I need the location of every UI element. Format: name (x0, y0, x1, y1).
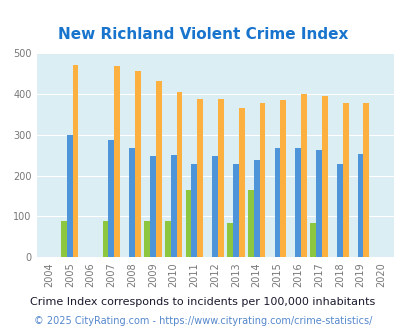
Bar (217, 99, 223, 257)
Text: © 2025 CityRating.com - https://www.cityrating.com/crime-statistics/: © 2025 CityRating.com - https://www.city… (34, 316, 371, 326)
Bar (321, 96, 327, 257)
Bar (191, 164, 197, 257)
Bar (238, 108, 244, 257)
Bar (336, 164, 342, 257)
Bar (280, 100, 286, 257)
Bar (61, 220, 67, 257)
Bar (156, 81, 161, 257)
Bar (294, 148, 301, 257)
Text: New Richland Violent Crime Index: New Richland Violent Crime Index (58, 27, 347, 42)
Bar (72, 65, 78, 257)
Bar (357, 154, 362, 257)
Bar (129, 148, 135, 257)
Bar (253, 160, 259, 257)
Bar (135, 71, 141, 257)
Bar (171, 155, 176, 257)
Text: Crime Index corresponds to incidents per 100,000 inhabitants: Crime Index corresponds to incidents per… (30, 297, 375, 307)
Bar (114, 66, 120, 257)
Bar (232, 164, 238, 257)
Bar (108, 140, 114, 257)
Bar (185, 190, 191, 257)
Bar (197, 99, 202, 257)
Bar (227, 223, 232, 257)
Bar (259, 103, 265, 257)
Bar (362, 103, 369, 257)
Bar (301, 94, 306, 257)
Bar (315, 150, 321, 257)
Bar (144, 221, 149, 257)
Bar (309, 223, 315, 257)
Bar (176, 92, 182, 257)
Bar (342, 103, 347, 257)
Bar (247, 190, 253, 257)
Bar (164, 220, 171, 257)
Bar (149, 156, 156, 257)
Bar (274, 148, 280, 257)
Bar (102, 220, 108, 257)
Bar (212, 156, 217, 257)
Bar (67, 135, 72, 257)
